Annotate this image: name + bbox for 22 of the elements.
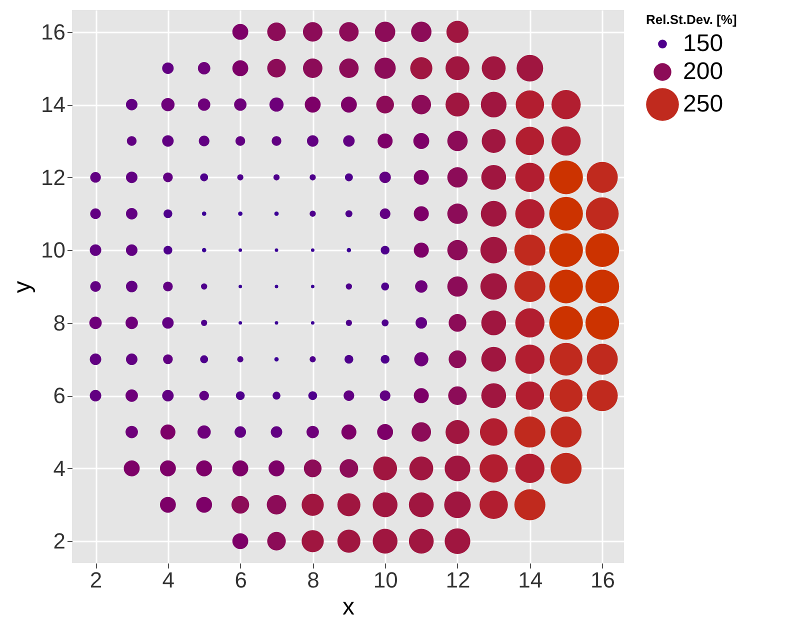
x-tick-label: 2 xyxy=(90,568,102,592)
y-tick-label: 8 xyxy=(53,310,66,336)
x-tick-label: 14 xyxy=(518,568,543,592)
y-tick-label: 16 xyxy=(41,19,66,44)
x-axis-title: x xyxy=(342,594,354,620)
legend-title: Rel.St.Dev. [%] xyxy=(646,12,737,27)
y-tick-label: 10 xyxy=(41,238,66,263)
x-tick-label: 4 xyxy=(162,568,175,592)
legend-label: 150 xyxy=(683,30,724,57)
legend-label: 200 xyxy=(683,58,724,85)
legend-label: 250 xyxy=(683,90,724,118)
x-tick-label: 12 xyxy=(446,568,470,592)
y-tick-label: 4 xyxy=(53,456,66,481)
y-tick-label: 12 xyxy=(41,164,66,190)
x-tick-label: 10 xyxy=(373,568,398,592)
y-tick-label: 2 xyxy=(53,528,66,554)
x-tick-label: 6 xyxy=(234,568,247,592)
y-tick-label: 14 xyxy=(41,92,66,118)
x-tick-label: 8 xyxy=(307,568,320,592)
y-tick-label: 6 xyxy=(53,383,66,408)
x-tick-label: 16 xyxy=(590,568,616,592)
y-axis-title: y xyxy=(9,281,36,293)
